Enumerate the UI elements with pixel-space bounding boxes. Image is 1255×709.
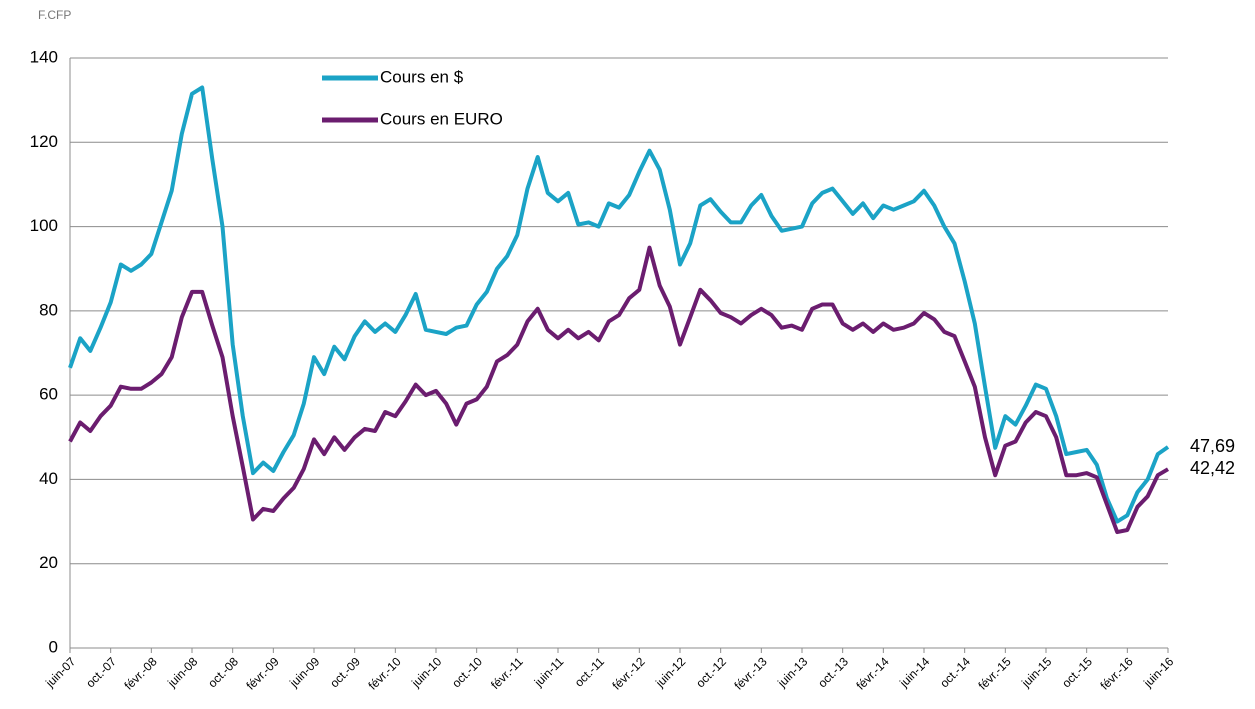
value-label: 47,69	[1190, 436, 1235, 456]
y-tick-label: 80	[39, 300, 58, 319]
x-tick-label: juin-10	[408, 654, 444, 690]
x-tick-label: févr.-15	[975, 654, 1013, 692]
legend-label: Cours en $	[380, 67, 464, 86]
x-tick-label: juin-08	[164, 654, 200, 690]
y-tick-label: 20	[39, 553, 58, 572]
x-tick-label: févr.-16	[1097, 654, 1135, 692]
value-label: 42,42	[1190, 458, 1235, 478]
x-tick-label: juin-09	[286, 654, 322, 690]
x-tick-label: juin-15	[1018, 654, 1054, 690]
x-tick-label: juin-14	[896, 654, 932, 690]
x-tick-label: févr.-10	[365, 654, 403, 692]
y-tick-label: 60	[39, 385, 58, 404]
x-tick-label: oct.-14	[937, 654, 973, 690]
x-tick-label: oct.-11	[572, 654, 607, 689]
x-tick-label: oct.-08	[205, 654, 241, 690]
x-tick-label: oct.-12	[693, 654, 729, 690]
series-line	[68, 85, 1170, 524]
y-tick-label: 40	[39, 469, 58, 488]
x-tick-label: févr.-13	[731, 654, 769, 692]
x-tick-label: févr.-14	[853, 654, 891, 692]
series-line	[68, 245, 1170, 535]
x-tick-label: juin-16	[1140, 654, 1176, 690]
x-tick-label: févr.-08	[121, 654, 159, 692]
x-tick-label: oct.-10	[449, 654, 485, 690]
x-tick-label: févr.-11	[488, 654, 526, 692]
x-tick-label: juin-11	[531, 654, 567, 690]
y-unit: F.CFP	[38, 8, 71, 22]
x-tick-label: oct.-09	[327, 654, 363, 690]
x-tick-label: févr.-09	[243, 654, 281, 692]
y-tick-label: 140	[30, 47, 58, 66]
x-tick-label: oct.-13	[815, 654, 851, 690]
x-tick-label: oct.-07	[83, 654, 119, 690]
x-tick-label: juin-07	[42, 654, 78, 690]
y-tick-label: 0	[49, 637, 58, 656]
y-tick-label: 100	[30, 216, 58, 235]
x-tick-label: oct.-15	[1059, 654, 1095, 690]
x-tick-label: juin-12	[652, 654, 688, 690]
x-tick-label: févr.-12	[609, 654, 647, 692]
y-tick-label: 120	[30, 132, 58, 151]
x-tick-label: juin-13	[774, 654, 810, 690]
legend-label: Cours en EURO	[380, 109, 503, 128]
